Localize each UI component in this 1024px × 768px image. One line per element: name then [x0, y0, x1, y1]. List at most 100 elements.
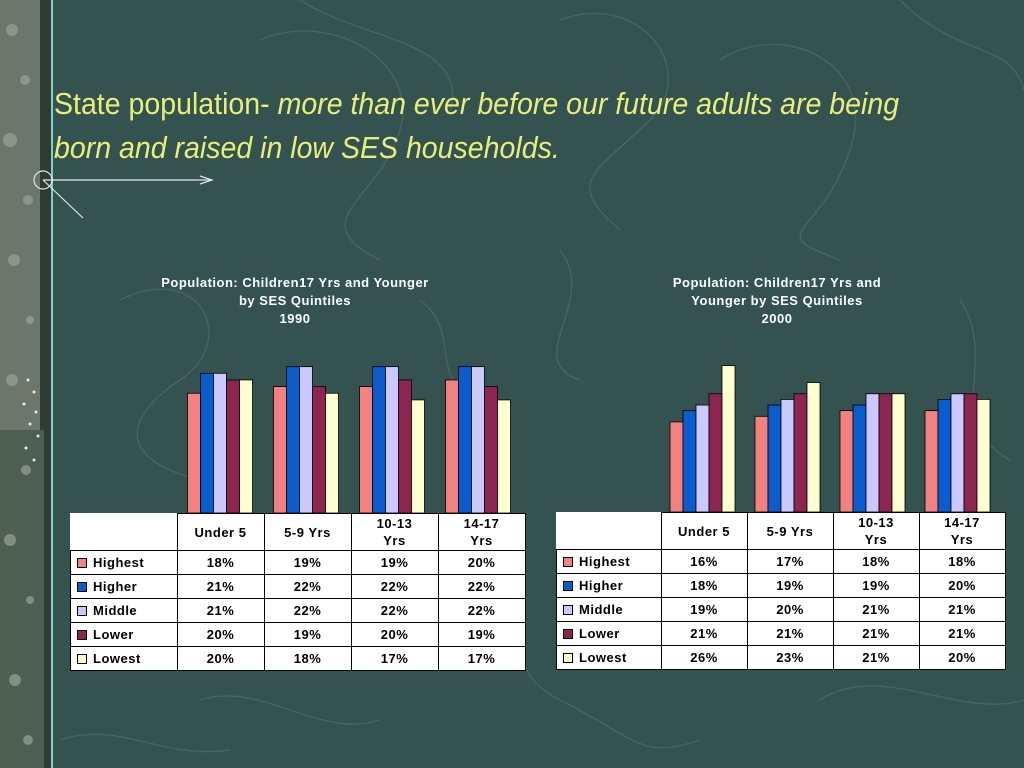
chart-1990-bars — [187, 366, 511, 513]
bar-highest-3 — [359, 386, 373, 513]
data-label: 20% — [918, 573, 1006, 598]
legend-swatch — [563, 628, 573, 639]
bar-higher-4 — [458, 366, 472, 513]
table-row: Highest 16% 17% 18% 18% — [556, 549, 1006, 574]
bar-lowest-1 — [239, 379, 253, 513]
chart-title-line: 2000 — [761, 311, 793, 326]
category-label: Under 5 — [678, 523, 730, 539]
bar-lowest-2 — [806, 382, 821, 512]
category-header: 14-17 Yrs — [437, 513, 526, 551]
data-label: 17% — [746, 549, 834, 574]
series-name: Highest — [579, 554, 631, 569]
category-header: Under 5 — [660, 512, 748, 550]
data-label: 19% — [832, 573, 920, 598]
bar-middle-3 — [865, 393, 880, 512]
category-header: 5-9 Yrs — [746, 512, 834, 550]
table-row: Lowest 20% 18% 17% 17% — [70, 646, 526, 671]
data-label: 16% — [660, 549, 748, 574]
bar-lowest-3 — [411, 399, 425, 513]
legend-swatch — [77, 629, 87, 640]
data-label: 18% — [176, 550, 265, 575]
bar-highest-4 — [445, 379, 459, 513]
chart-title-line: Younger by SES Quintiles — [691, 293, 863, 308]
data-label: 21% — [176, 574, 265, 599]
table-corner — [70, 513, 178, 551]
category-label: 14-17 — [944, 515, 980, 530]
bar-lowest-1 — [721, 365, 736, 512]
data-label: 22% — [350, 574, 439, 599]
bar-highest-4 — [924, 410, 939, 512]
chart-2000-data-table: Under 5 5-9 Yrs 10-13 Yrs 14-17 Yrs Highest 16%… — [556, 512, 1006, 670]
category-label: Yrs — [383, 533, 406, 548]
bar-higher-3 — [852, 404, 867, 512]
category-label: 10-13 — [858, 515, 894, 530]
data-label: 17% — [437, 646, 526, 671]
slide-title-italic: more than ever before our future adults … — [54, 86, 900, 165]
bar-lowest-4 — [976, 399, 991, 512]
table-header-row: Under 5 5-9 Yrs 10-13 Yrs 14-17 Yrs — [556, 512, 1006, 550]
category-label: 10-13 — [376, 516, 413, 531]
data-label: 23% — [746, 645, 834, 670]
table-corner — [556, 512, 662, 550]
bar-middle-4 — [471, 366, 485, 513]
legend-swatch — [77, 605, 87, 616]
category-label: Yrs — [864, 532, 888, 547]
table-row: Highest 18% 19% 19% 20% — [70, 550, 526, 575]
bar-middle-2 — [299, 366, 313, 513]
bar-lower-1 — [708, 393, 723, 512]
legend-swatch — [563, 580, 573, 591]
data-label: 18% — [660, 573, 748, 598]
data-label: 22% — [263, 598, 352, 623]
bar-middle-1 — [695, 404, 710, 512]
category-label: 14-17 — [463, 516, 500, 531]
data-label: 20% — [176, 622, 265, 647]
table-header-row: Under 5 5-9 Yrs 10-13 Yrs 14-17 Yrs — [70, 513, 526, 551]
legend-entry: Highest — [556, 549, 662, 574]
category-header: 5-9 Yrs — [263, 513, 352, 551]
data-label: 19% — [263, 622, 352, 647]
data-label: 19% — [263, 550, 352, 575]
legend-swatch — [563, 652, 573, 663]
bar-highest-3 — [839, 410, 854, 512]
bar-lower-4 — [484, 386, 498, 513]
legend-swatch — [77, 581, 87, 592]
category-header: Under 5 — [176, 513, 265, 551]
data-label: 22% — [263, 574, 352, 599]
legend-swatch — [77, 653, 87, 664]
bar-lower-2 — [312, 386, 326, 513]
data-label: 22% — [437, 574, 526, 599]
legend-entry: Lower — [70, 622, 178, 647]
bar-lower-3 — [878, 393, 893, 512]
bar-middle-3 — [385, 366, 399, 513]
legend-entry: Middle — [556, 597, 662, 622]
series-name: Middle — [579, 602, 624, 617]
bar-highest-2 — [754, 415, 769, 512]
series-name: Lowest — [93, 651, 141, 666]
bar-higher-4 — [937, 399, 952, 512]
chart-1990-title: Population: Children17 Yrs and Younger b… — [90, 274, 500, 328]
table-row: Lowest 26% 23% 21% 20% — [556, 645, 1006, 670]
legend-entry: Highest — [70, 550, 178, 575]
data-label: 20% — [437, 550, 526, 575]
data-label: 18% — [832, 549, 920, 574]
chart-title-line: 1990 — [279, 311, 311, 326]
series-name: Higher — [93, 579, 138, 594]
data-label: 21% — [918, 597, 1006, 622]
table-row: Higher 21% 22% 22% 22% — [70, 574, 526, 599]
data-label: 18% — [263, 646, 352, 671]
bar-higher-3 — [372, 366, 386, 513]
bar-middle-2 — [780, 399, 795, 512]
bar-lower-3 — [398, 379, 412, 513]
bar-lower-1 — [226, 379, 240, 513]
bar-higher-1 — [200, 372, 214, 513]
table-row: Middle 21% 22% 22% 22% — [70, 598, 526, 623]
category-header: 10-13 Yrs — [832, 512, 920, 550]
table-row: Lower 20% 19% 20% 19% — [70, 622, 526, 647]
data-label: 22% — [350, 598, 439, 623]
bar-highest-1 — [187, 392, 201, 513]
data-label: 19% — [350, 550, 439, 575]
data-label: 21% — [918, 621, 1006, 646]
chart-title-line: Population: Children17 Yrs and — [672, 275, 882, 290]
data-label: 26% — [660, 645, 748, 670]
